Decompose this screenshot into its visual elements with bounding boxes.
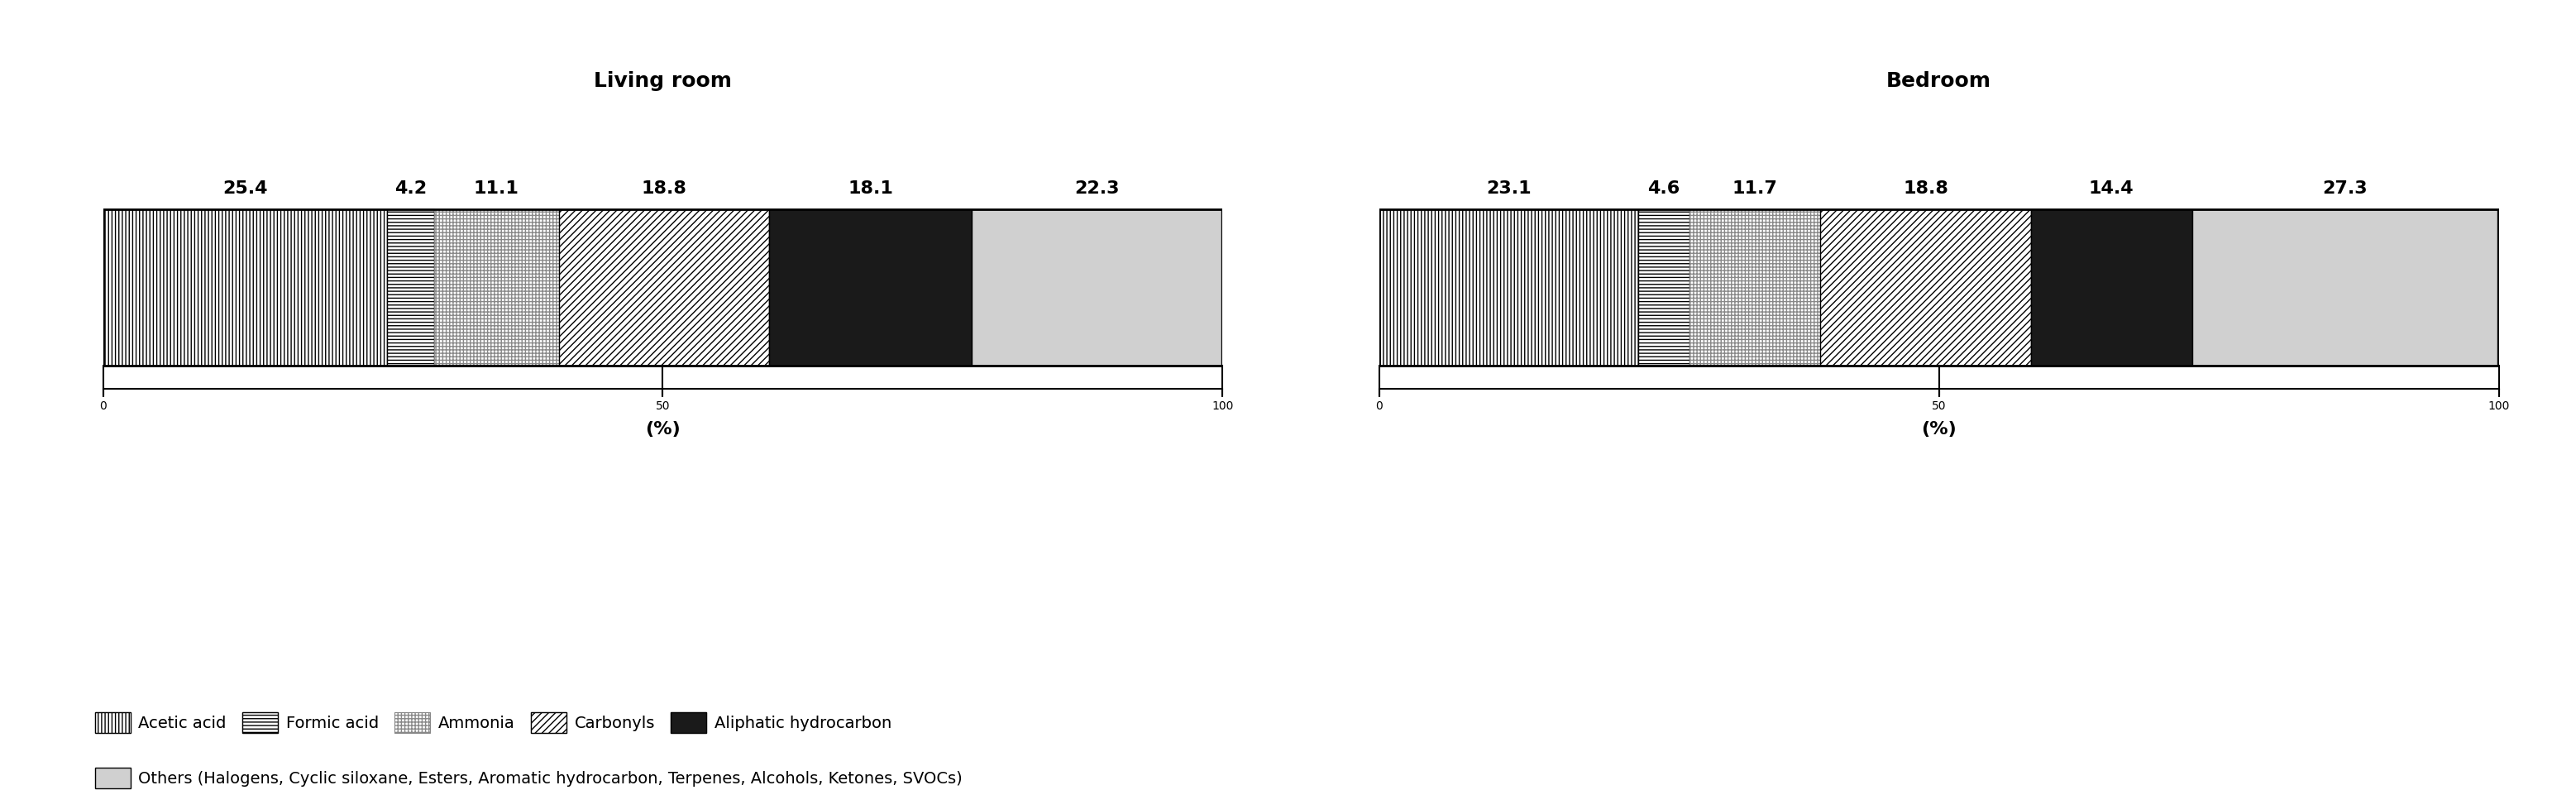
Bar (1378, 209, 1638, 366)
Bar (2030, 209, 2192, 366)
Legend: Others (Halogens, Cyclic siloxane, Esters, Aromatic hydrocarbon, Terpenes, Alcoh: Others (Halogens, Cyclic siloxane, Ester… (85, 758, 971, 790)
X-axis label: (%): (%) (1922, 421, 1958, 438)
Bar (1821, 209, 2030, 366)
Bar (559, 209, 770, 366)
Bar (386, 209, 435, 366)
Text: 4.2: 4.2 (394, 180, 428, 197)
Text: 18.8: 18.8 (641, 180, 688, 197)
Bar (1690, 209, 1821, 366)
Title: Living room: Living room (592, 71, 732, 91)
Bar (103, 209, 1224, 366)
Legend: Acetic acid, Formic acid, Ammonia, Carbonyls, Aliphatic hydrocarbon: Acetic acid, Formic acid, Ammonia, Carbo… (85, 702, 902, 743)
X-axis label: (%): (%) (644, 421, 680, 438)
Text: 11.7: 11.7 (1731, 180, 1777, 197)
Bar (103, 209, 386, 366)
Text: 11.1: 11.1 (474, 180, 520, 197)
Bar (1378, 209, 2499, 366)
Text: 18.1: 18.1 (848, 180, 894, 197)
Bar (1638, 209, 1690, 366)
Bar (770, 209, 971, 366)
Text: 18.8: 18.8 (1904, 180, 1947, 197)
Text: 23.1: 23.1 (1486, 180, 1530, 197)
Text: 27.3: 27.3 (2321, 180, 2367, 197)
Text: 25.4: 25.4 (222, 180, 268, 197)
Bar (971, 209, 1221, 366)
Title: Bedroom: Bedroom (1886, 71, 1991, 91)
Bar (2192, 209, 2499, 366)
Bar (435, 209, 559, 366)
Text: 14.4: 14.4 (2089, 180, 2133, 197)
Text: 22.3: 22.3 (1074, 180, 1118, 197)
Text: 4.6: 4.6 (1649, 180, 1680, 197)
